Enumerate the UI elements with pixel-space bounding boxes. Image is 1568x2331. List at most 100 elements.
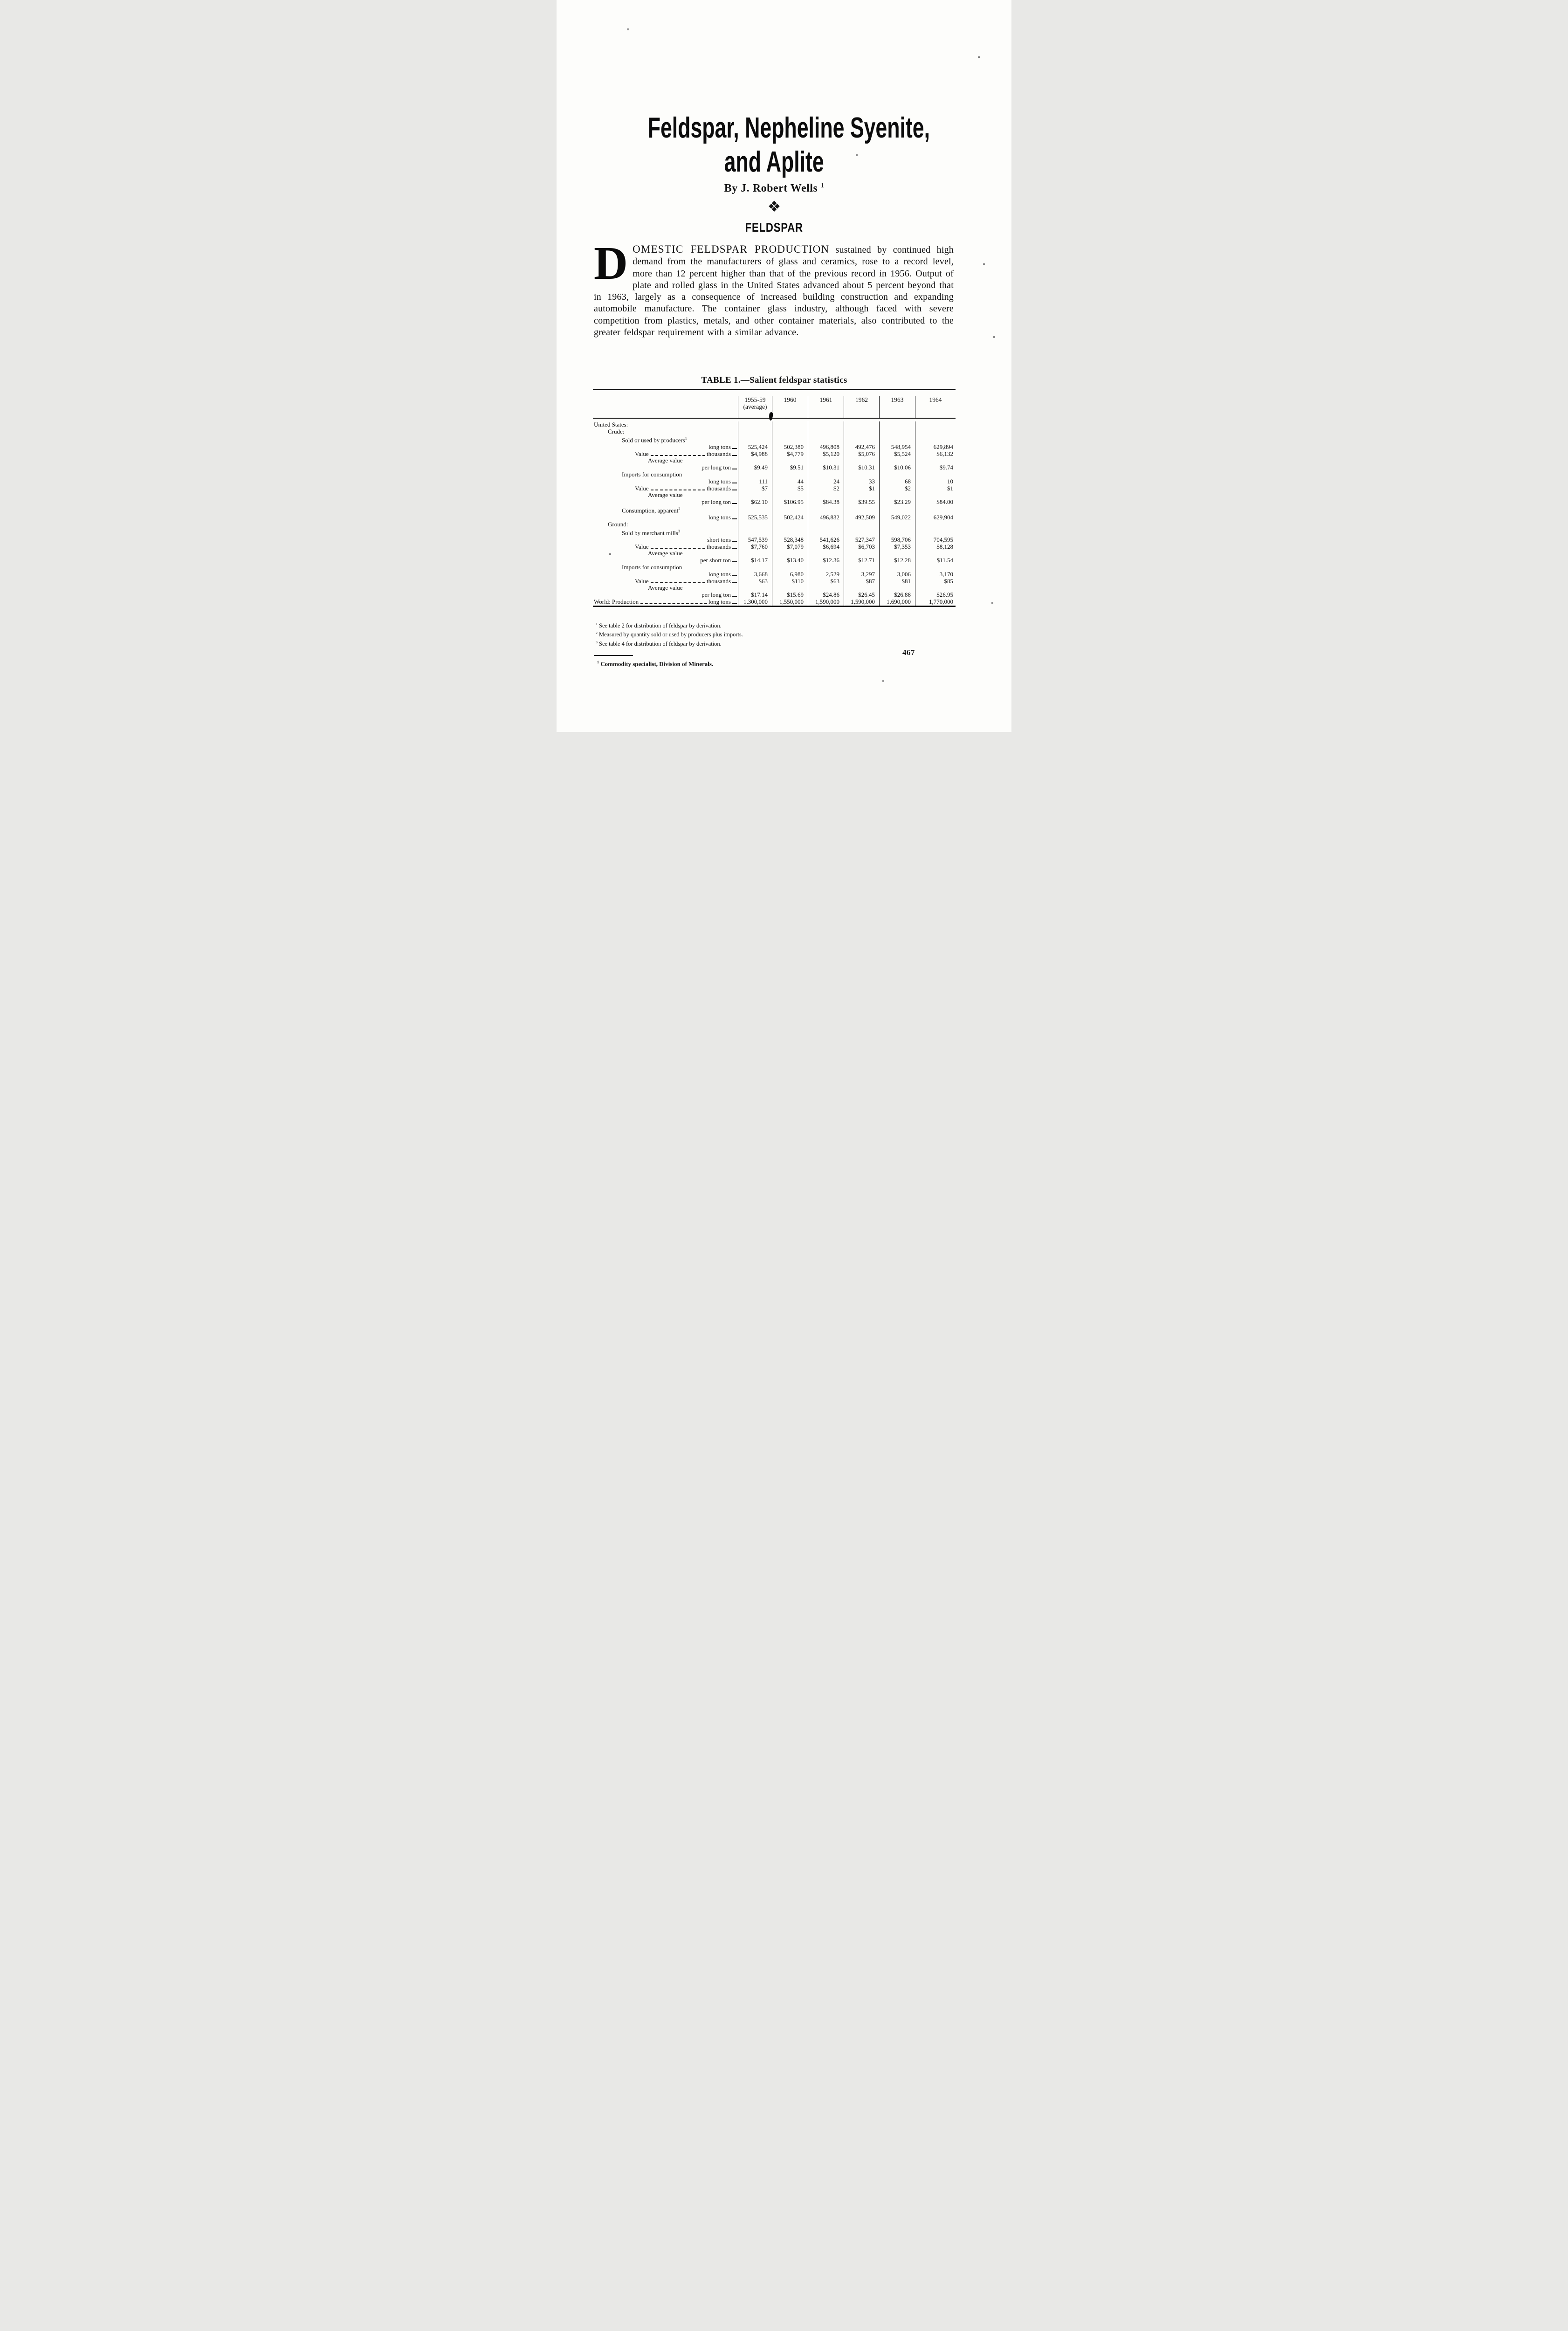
table-cell: 1,590,000: [844, 598, 879, 606]
row-unit: long tons: [708, 571, 737, 578]
table-row: Average value: [593, 585, 956, 592]
table-cell: [879, 421, 915, 428]
table-cell: $106.95: [772, 498, 808, 506]
column-header-1963: 1963: [879, 396, 915, 418]
table-cell: [879, 471, 915, 478]
table-cell: [844, 550, 879, 558]
table-row: United States:: [593, 421, 956, 428]
unit-dashes: [732, 482, 737, 483]
intro-paragraph: D OMESTIC FELDSPAR PRODUCTION sustained b…: [594, 243, 954, 361]
table-row: Value thousands $4,988 $4,779 $5,120 $5,076 $5…: [593, 450, 956, 458]
table-cell: 3,668: [738, 571, 772, 578]
table-cell: $9.51: [772, 464, 808, 471]
table-cell: 492,509: [844, 514, 879, 521]
table-cell: 3,006: [879, 571, 915, 578]
unit-dashes: [732, 489, 737, 490]
byline: By J. Robert Wells 1: [593, 182, 956, 195]
table-cell: [879, 521, 915, 528]
footnote: 2 Measured by quantity sold or used by p…: [596, 631, 743, 638]
table-cell: [879, 428, 915, 435]
row-label: Ground:: [608, 520, 628, 528]
table-cell: [915, 528, 956, 537]
table-row: short tons 547,539 528,348 541,626 527,347 59…: [593, 536, 956, 544]
table-cell: $12.28: [879, 557, 915, 564]
table-cell: 502,380: [772, 443, 808, 451]
table-cell: 629,894: [915, 443, 956, 451]
author-footnote-text: Commodity specialist, Division of Minera…: [600, 660, 714, 667]
table-cell: 3,297: [844, 571, 879, 578]
table-cell: [808, 550, 844, 558]
scanned-page: Feldspar, Nepheline Syenite, and Aplite B…: [557, 0, 1011, 732]
table-cell: 548,954: [879, 443, 915, 451]
table-cell: [844, 421, 879, 428]
footnote-divider-rule: [594, 655, 633, 656]
leader-dashes: [650, 548, 705, 549]
table-row: long tons 3,668 6,980 2,529 3,297 3,006 3,170: [593, 571, 956, 578]
row-unit: per short ton: [700, 557, 737, 564]
table-row: long tons 525,535 502,424 496,832 492,509 549…: [593, 514, 956, 521]
byline-text: By J. Robert Wells: [724, 182, 818, 194]
table-cell: $7: [738, 485, 772, 492]
table-cell: 1,590,000: [808, 598, 844, 606]
table-cell: [844, 492, 879, 499]
table-cell: $12.71: [844, 557, 879, 564]
table-cell: [738, 564, 772, 571]
table-cell: 525,535: [738, 514, 772, 521]
table-cell: $26.45: [844, 591, 879, 599]
table-cell: 527,347: [844, 536, 879, 544]
unit-dashes: [732, 602, 737, 604]
table-cell: 10: [915, 478, 956, 485]
table-cell: [915, 457, 956, 465]
row-label: Average value: [648, 550, 683, 557]
table-cell: $14.17: [738, 557, 772, 564]
table-cell: $5: [772, 485, 808, 492]
table-cell: [738, 492, 772, 499]
table-cell: [808, 435, 844, 444]
unit-dashes: [732, 468, 737, 470]
table-cell: [915, 505, 956, 515]
table-cell: $62.10: [738, 498, 772, 506]
table-cell: [772, 492, 808, 499]
table-cell: $15.69: [772, 591, 808, 599]
table-cell: [772, 564, 808, 571]
table-cell: $63: [808, 578, 844, 585]
table-cell: 1,690,000: [879, 598, 915, 606]
table-cell: [844, 435, 879, 444]
table-cell: 496,832: [808, 514, 844, 521]
row-label: per long ton: [593, 498, 738, 506]
table-cell: $87: [844, 578, 879, 585]
row-label: long tons: [593, 478, 738, 485]
table-cell: 111: [738, 478, 772, 485]
page-number: 467: [902, 648, 915, 657]
page-title: Feldspar, Nepheline Syenite, and Aplite: [593, 111, 956, 179]
row-unit: long tons: [708, 598, 737, 606]
table-cell: $81: [879, 578, 915, 585]
table-cell: 528,348: [772, 536, 808, 544]
table-cell: $5,524: [879, 450, 915, 458]
unit-dashes: [732, 582, 737, 583]
table-cell: [844, 521, 879, 528]
table-row: per long ton $17.14 $15.69 $24.86 $26.45 $26.…: [593, 591, 956, 599]
row-label: Value thousands: [593, 578, 738, 585]
table-row: Imports for consumption: [593, 564, 956, 571]
row-label: Sold or used by producers1: [622, 436, 687, 443]
table-cell: [738, 421, 772, 428]
table-cell: $1: [844, 485, 879, 492]
table-cell: [844, 505, 879, 515]
unit-dashes: [732, 547, 737, 549]
unit-dashes: [732, 448, 737, 449]
table-cell: [915, 550, 956, 558]
table-cell: [844, 528, 879, 537]
table-cell: $85: [915, 578, 956, 585]
table-row: Ground:: [593, 521, 956, 528]
table-cell: [738, 435, 772, 444]
table-cell: [879, 564, 915, 571]
table-cell: 24: [808, 478, 844, 485]
unit-dashes: [732, 595, 737, 597]
table-cell: [915, 492, 956, 499]
row-label: long tons: [593, 571, 738, 578]
row-unit: per long ton: [701, 464, 737, 471]
table-row: Average value: [593, 550, 956, 558]
column-header-1961: 1961: [808, 396, 844, 418]
row-unit: thousands: [707, 485, 737, 492]
